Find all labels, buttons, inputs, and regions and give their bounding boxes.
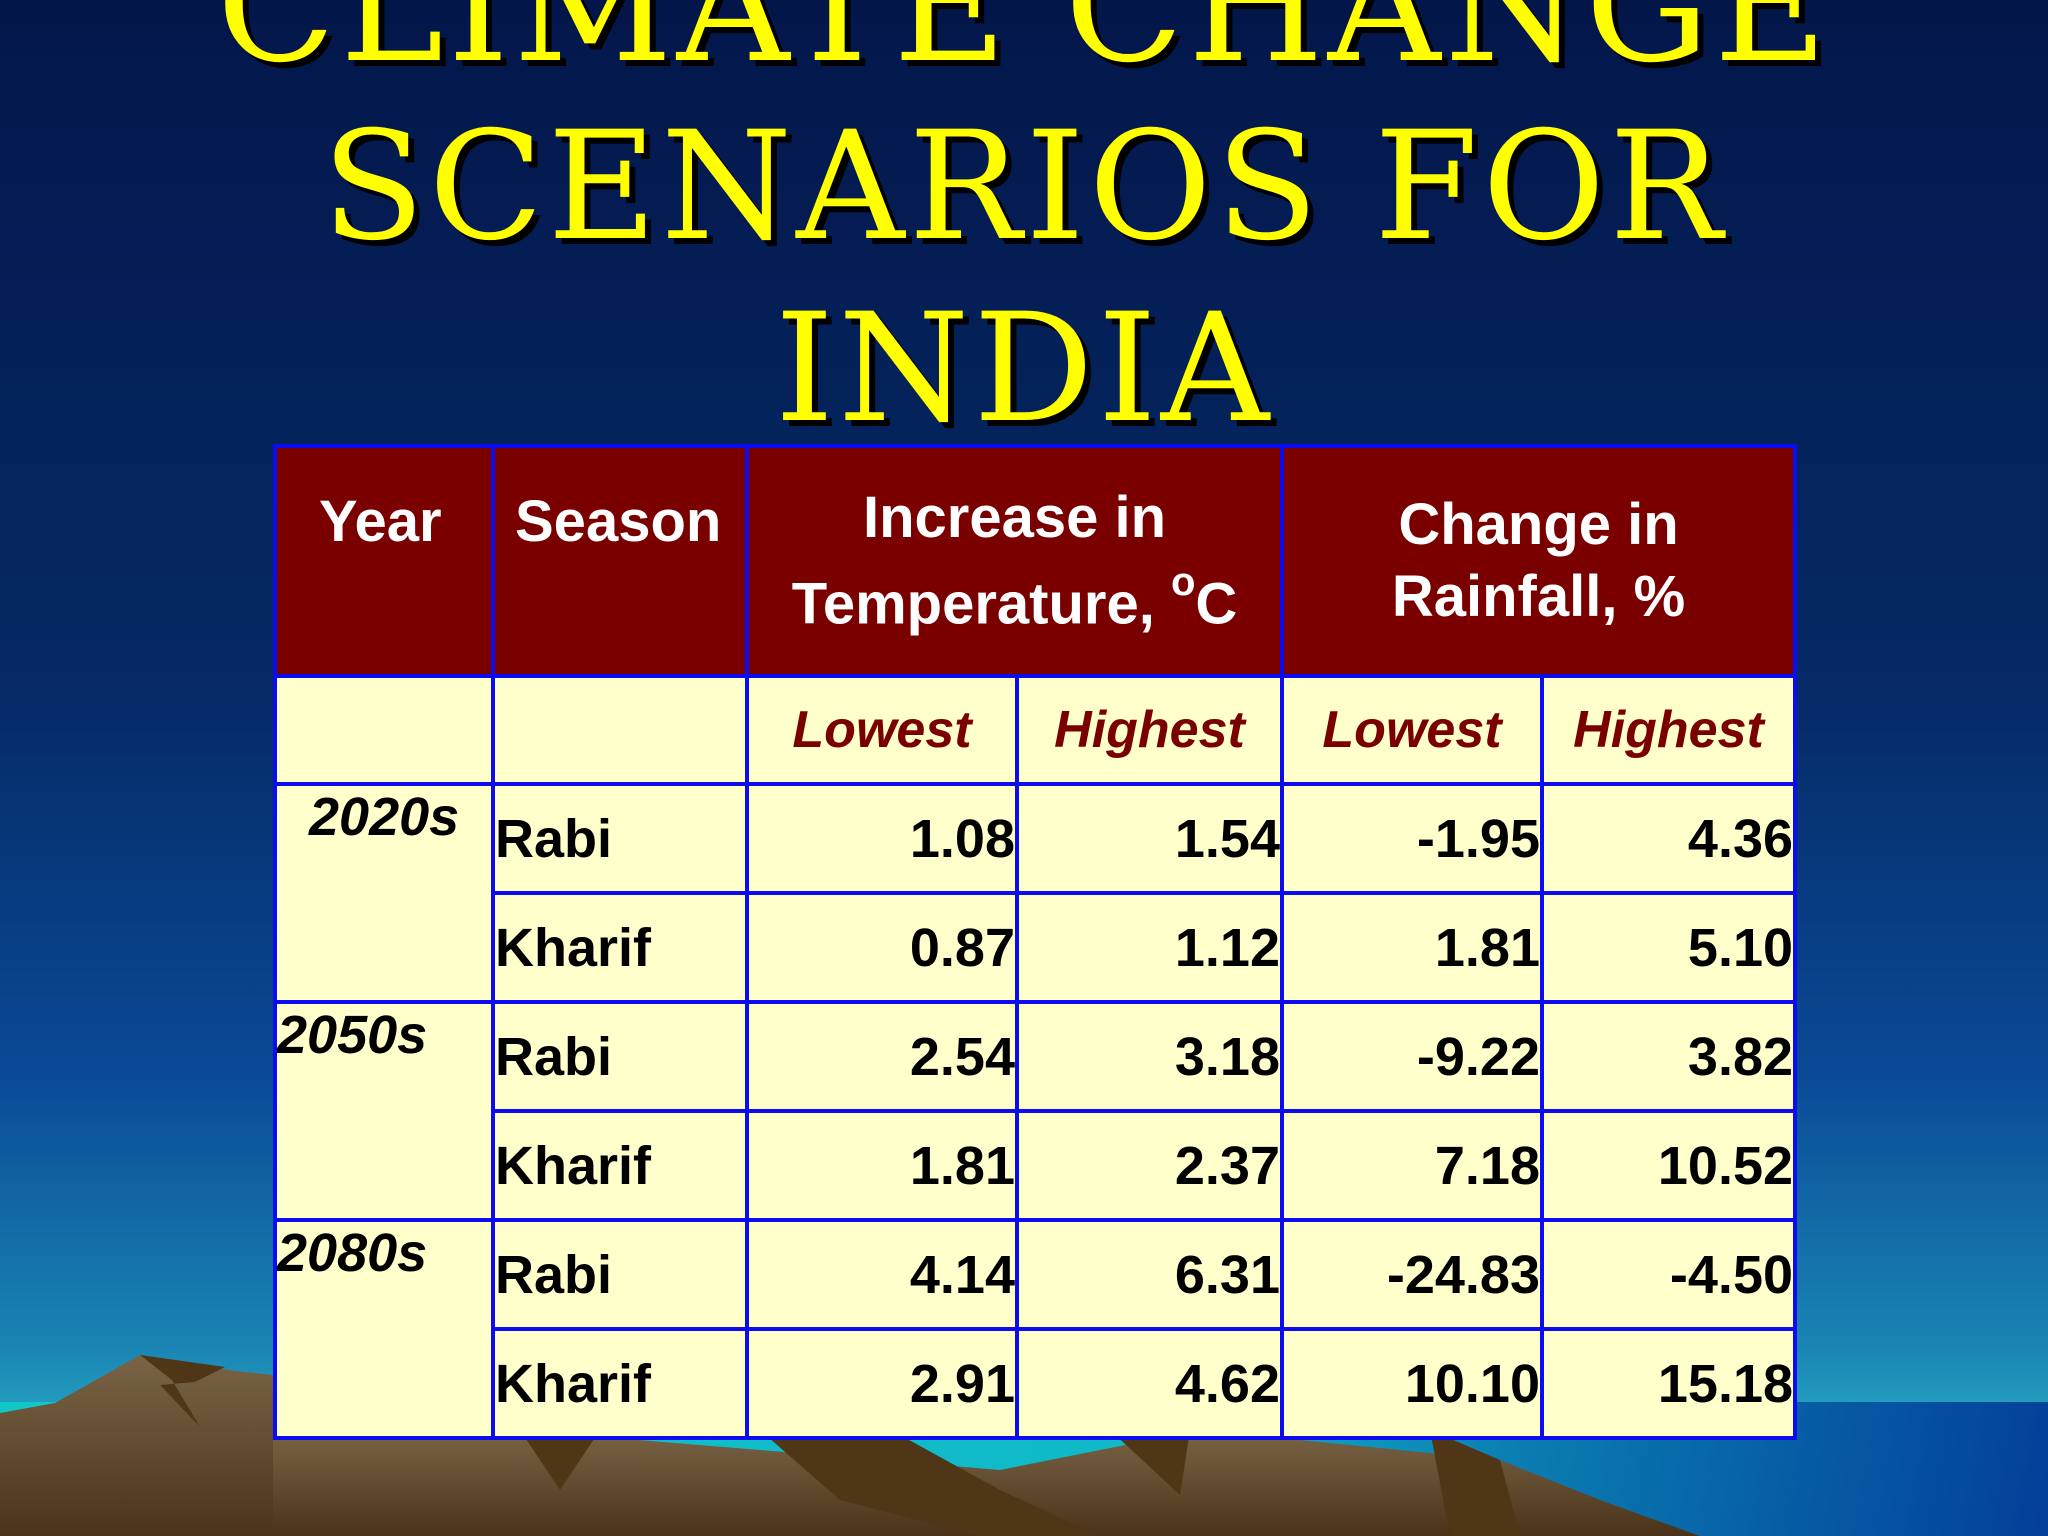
header-year: Year — [273, 444, 495, 678]
table-row: Kharif 2.91 4.62 10.10 15.18 — [275, 1327, 1798, 1440]
subheader-rain-highest: Highest — [1539, 674, 1798, 786]
table-row: 2050s Rabi 2.54 3.18 -9.22 3.82 — [273, 1000, 1798, 1222]
slide-title-line-2: SCENARIOS FOR — [321, 100, 1727, 274]
slide-title-line-1: CLIMATE CHANGE — [216, 0, 1832, 97]
table-header-row: Year Season Increase in Temperature, oC … — [273, 444, 1798, 678]
rain-low-cell: -1.95 — [1280, 782, 1544, 895]
temp-low-cell: 0.87 — [745, 891, 1019, 1004]
header-temperature-line2: Temperature, — [791, 571, 1171, 637]
table-row: 2080s Rabi 4.14 6.31 -24.83 -4.50 — [273, 1218, 1798, 1440]
temp-low-cell: 1.08 — [745, 782, 1019, 895]
temp-high-cell: 3.18 — [1015, 1000, 1284, 1113]
rain-low-cell: 10.10 — [1280, 1327, 1544, 1440]
temp-low-cell: 2.54 — [745, 1000, 1019, 1113]
rain-high-cell: 4.36 — [1539, 782, 1798, 895]
rain-high-cell: 5.10 — [1539, 891, 1798, 1004]
subheader-temp-lowest: Lowest — [745, 674, 1019, 786]
rain-high-cell: 10.52 — [1539, 1109, 1798, 1222]
header-temperature-line1: Increase in — [862, 484, 1167, 550]
header-rainfall: Change in Rainfall, % — [1279, 444, 1798, 678]
year-cell: 2050s — [273, 1000, 495, 1222]
degree-symbol: o — [1170, 559, 1196, 604]
mountain-illustration — [0, 1355, 1700, 1536]
header-temperature: Increase in Temperature, oC — [745, 444, 1284, 678]
season-cell: Rabi — [491, 1000, 749, 1113]
subheader-rain-lowest: Lowest — [1280, 674, 1544, 786]
temp-high-cell: 4.62 — [1015, 1327, 1284, 1440]
season-cell: Kharif — [491, 891, 749, 1004]
year-cell: 2020s — [273, 782, 495, 1004]
season-cell: Kharif — [491, 1109, 749, 1222]
rain-high-cell: 3.82 — [1539, 1000, 1798, 1113]
header-temperature-unit: C — [1195, 571, 1238, 637]
temp-low-cell: 1.81 — [745, 1109, 1019, 1222]
temp-high-cell: 1.54 — [1015, 782, 1284, 895]
table-row: 2020s Rabi 1.08 1.54 -1.95 4.36 — [273, 782, 1798, 1004]
rain-low-cell: 7.18 — [1280, 1109, 1544, 1222]
subheader-blank-season — [491, 674, 749, 786]
subheader-blank-year — [273, 674, 495, 786]
rain-low-cell: -24.83 — [1280, 1218, 1544, 1331]
temp-low-cell: 4.14 — [745, 1218, 1019, 1331]
rain-high-cell: -4.50 — [1539, 1218, 1798, 1331]
rain-high-cell: 15.18 — [1539, 1327, 1798, 1440]
season-cell: Rabi — [491, 782, 749, 895]
subheader-temp-highest: Highest — [1015, 674, 1284, 786]
temp-high-cell: 6.31 — [1015, 1218, 1284, 1331]
season-cell: Rabi — [491, 1218, 749, 1331]
table-row: Kharif 1.81 2.37 7.18 10.52 — [275, 1109, 1798, 1222]
temp-low-cell: 2.91 — [745, 1327, 1019, 1440]
header-rainfall-line2: Rainfall, % — [1391, 564, 1686, 629]
slide-title-line-3: INDIA — [774, 282, 1274, 456]
rain-low-cell: -9.22 — [1280, 1000, 1544, 1113]
year-cell: 2080s — [273, 1218, 495, 1440]
header-season: Season — [491, 444, 749, 678]
rain-low-cell: 1.81 — [1280, 891, 1544, 1004]
header-rainfall-line1: Change in — [1398, 492, 1679, 557]
temp-high-cell: 2.37 — [1015, 1109, 1284, 1222]
season-cell: Kharif — [491, 1327, 749, 1440]
temp-high-cell: 1.12 — [1015, 891, 1284, 1004]
table-subheader-row: Lowest Highest Lowest Highest — [273, 674, 1798, 786]
climate-scenarios-table: Year Season Increase in Temperature, oC … — [273, 444, 1798, 1440]
table-row: Kharif 0.87 1.12 1.81 5.10 — [275, 891, 1798, 1004]
